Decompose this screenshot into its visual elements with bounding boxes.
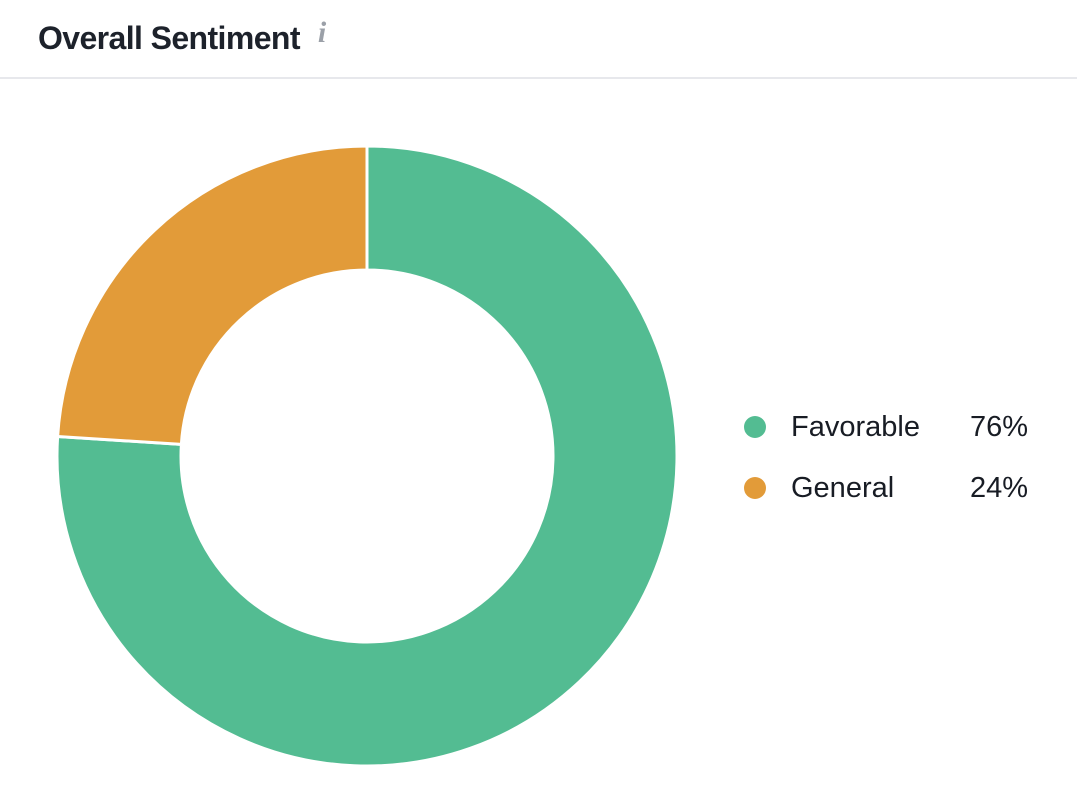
legend-label: Favorable	[791, 411, 920, 443]
donut-svg	[55, 144, 679, 768]
card-header: Overall Sentiment i	[38, 18, 326, 58]
legend-item-general[interactable]: General 24%	[744, 470, 1028, 506]
donut-chart[interactable]	[55, 144, 679, 768]
legend-value: 24%	[970, 472, 1029, 504]
donut-slice-general[interactable]	[56, 144, 369, 446]
donut-slice-favorable[interactable]	[55, 144, 679, 768]
chart-legend: Favorable 76% General 24%	[744, 409, 1028, 506]
general-dot-icon	[744, 477, 766, 499]
legend-label: General	[791, 472, 895, 504]
legend-item-favorable[interactable]: Favorable 76%	[744, 409, 1028, 445]
favorable-dot-icon	[744, 416, 766, 438]
legend-value: 76%	[970, 411, 1029, 443]
header-divider	[0, 77, 1077, 79]
page-title: Overall Sentiment	[38, 20, 301, 56]
info-icon[interactable]: i	[317, 16, 327, 49]
